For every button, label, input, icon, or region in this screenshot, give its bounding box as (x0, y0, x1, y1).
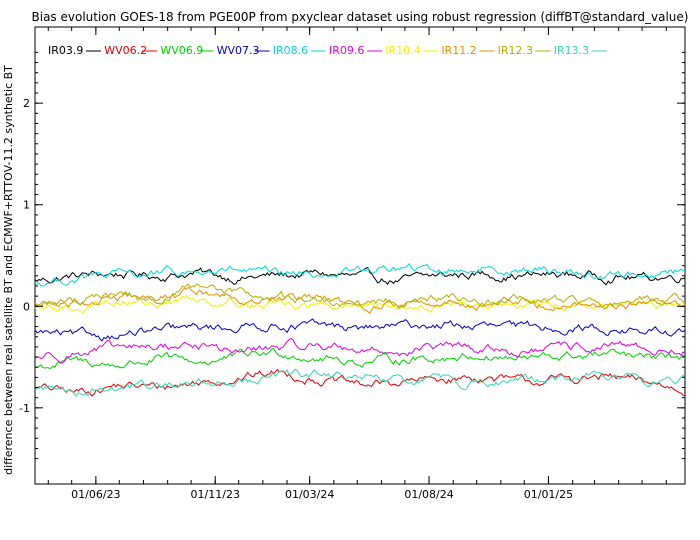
x-tick-label: 01/08/24 (404, 488, 453, 501)
x-tick-label: 01/03/24 (285, 488, 334, 501)
legend-label: WV07.3 (217, 44, 260, 57)
series-line-ir12-3 (34, 283, 686, 310)
legend-label: IR11.2 (441, 44, 476, 57)
y-tick-label: 0 (23, 300, 30, 313)
x-tick-label: 01/01/25 (524, 488, 573, 501)
axis-layer: -1 0 1 2 01/06/23 01/11/23 01/03/24 01/08/24 01/… (19, 27, 685, 501)
legend-label: WV06.9 (160, 44, 203, 57)
series-line-ir09-6 (34, 338, 686, 364)
legend-label: IR03.9 (48, 44, 83, 57)
series-line-ir10-4 (34, 294, 686, 314)
legend: IR03.9 WV06.2 WV06.9 WV07.3 IR08.6 IR09.6 IR10… (48, 44, 607, 57)
series-line-ir08-6 (34, 262, 686, 287)
y-tick-label: -1 (19, 402, 30, 415)
y-tick-label: 2 (23, 97, 30, 110)
series-line-wv06-2 (34, 368, 686, 397)
series-line-ir03-9 (34, 266, 686, 286)
legend-label: WV06.2 (104, 44, 147, 57)
legend-label: IR08.6 (273, 44, 308, 57)
series-line-wv07-3 (34, 318, 686, 342)
y-tick-label: 1 (23, 199, 30, 212)
x-tick-label: 01/06/23 (71, 488, 120, 501)
legend-label: IR09.6 (329, 44, 364, 57)
series-line-ir13-3 (34, 368, 686, 397)
legend-label: IR12.3 (498, 44, 533, 57)
y-axis-label: difference between real satellite BT and… (2, 65, 15, 475)
legend-label: IR13.3 (554, 44, 589, 57)
series-line-wv06-9 (34, 347, 686, 370)
x-tick-label: 01/11/23 (191, 488, 240, 501)
legend-label: IR10.4 (385, 44, 420, 57)
series-line-ir11-2 (34, 286, 686, 314)
chart-title: Bias evolution GOES-18 from PGE00P from … (32, 10, 689, 24)
plot-frame (34, 26, 686, 485)
series-layer (34, 262, 686, 397)
